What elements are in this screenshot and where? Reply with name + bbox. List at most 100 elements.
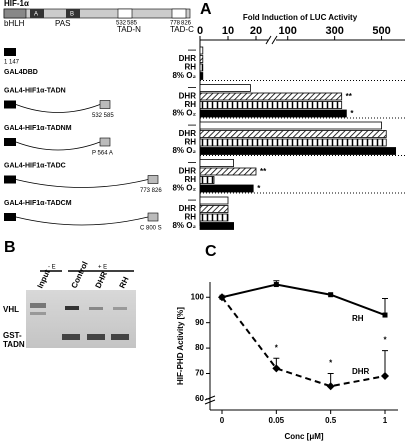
gal4-box	[4, 213, 16, 221]
protein-name: HIF-1α	[4, 0, 29, 8]
bar	[199, 121, 382, 130]
marker	[272, 364, 281, 373]
bar	[199, 72, 204, 80]
significance: *	[329, 359, 333, 368]
position: 826	[181, 21, 192, 27]
band	[30, 303, 46, 308]
error-bar	[382, 298, 388, 316]
y-tick-label: 70	[195, 369, 204, 378]
domain-label: B	[70, 12, 74, 18]
significance: **	[260, 167, 267, 176]
bar	[199, 222, 234, 230]
linker	[15, 104, 101, 113]
bar	[199, 55, 204, 63]
series-label: RH	[184, 100, 196, 109]
x-tick-label: 100	[279, 25, 297, 37]
bar	[199, 130, 387, 138]
bar	[199, 196, 229, 205]
bar	[199, 167, 257, 176]
bar	[199, 84, 251, 92]
lane-label: Control	[70, 260, 90, 290]
marker	[273, 282, 279, 288]
bar	[199, 176, 215, 184]
band	[89, 307, 103, 310]
series-label: DHR	[179, 204, 197, 213]
panel-label: C	[205, 243, 217, 260]
series-label: RH	[184, 138, 196, 147]
marker	[328, 292, 334, 298]
tad-box	[147, 175, 159, 184]
bar	[199, 159, 234, 167]
band	[87, 334, 105, 340]
error-bar	[382, 350, 388, 377]
band	[113, 307, 127, 310]
y-tick-label: 90	[195, 318, 204, 327]
series-label: 8% O₂	[172, 71, 196, 80]
bar	[199, 92, 343, 101]
blot-group: - E	[48, 265, 56, 271]
bar	[199, 184, 254, 193]
domain-label: PAS	[55, 19, 70, 28]
x-tick-label: 300	[325, 25, 343, 37]
series-label: RH	[184, 213, 196, 222]
marker	[381, 372, 389, 381]
x-tick-label: 1	[383, 416, 388, 425]
gal4-box	[4, 175, 16, 184]
chart-title: Fold Induction of LUC Activity	[243, 13, 358, 22]
series-line	[221, 296, 386, 388]
linker	[15, 179, 149, 188]
y-tick-label: 100	[191, 292, 205, 301]
construct-name: GAL4-HIF1α-TADC	[4, 162, 66, 169]
band	[65, 306, 79, 310]
x-axis-label: Conc [μM]	[284, 432, 323, 441]
y-tick-label: 80	[195, 343, 204, 352]
series-label: DHR	[179, 54, 197, 63]
panel-label: B	[4, 239, 16, 256]
axis-break	[268, 36, 276, 44]
gal4-box	[4, 48, 16, 56]
series-label: DHR	[179, 129, 197, 138]
x-tick-label: 20	[250, 25, 262, 37]
x-tick-label: 500	[372, 25, 390, 37]
tad-box	[147, 212, 159, 222]
series-label: DHR	[179, 92, 197, 101]
position: 778	[170, 21, 181, 27]
bar	[199, 101, 343, 109]
y-tick-label: 60	[195, 394, 204, 403]
bar	[199, 138, 387, 147]
construct-name: GAL4-HIF1α-TADNM	[4, 125, 72, 132]
series-label: RH	[184, 63, 196, 72]
x-tick-label: 0	[220, 416, 225, 425]
series-label: 8% O₂	[172, 109, 196, 118]
marker	[326, 382, 335, 391]
bar	[199, 46, 204, 55]
significance: *	[383, 336, 387, 345]
gal4-box	[4, 100, 16, 109]
tad-box	[99, 137, 111, 147]
marker	[382, 312, 388, 318]
band	[62, 334, 80, 340]
y-axis-label: HIF-PHD Activity [%]	[176, 307, 185, 385]
blot-group: + E	[98, 265, 107, 271]
significance: **	[346, 92, 353, 101]
marker	[218, 293, 226, 302]
position: 585	[127, 21, 138, 27]
domain	[171, 8, 187, 19]
lane-label: Input	[36, 268, 53, 290]
construct-name: GAL4-HIF1α-TADCM	[4, 200, 72, 207]
series-label: 8% O₂	[172, 146, 196, 155]
domain	[117, 8, 133, 19]
domain	[66, 9, 80, 18]
series-line	[221, 283, 386, 316]
bar	[199, 205, 229, 213]
series-label: RH	[352, 314, 364, 323]
tad-label: TAD-N	[117, 25, 141, 34]
series-label: 8% O₂	[172, 221, 196, 230]
bar	[199, 63, 204, 72]
series-label: —	[188, 83, 196, 92]
lane-label: DHR	[94, 270, 110, 290]
series-label: DHR	[179, 167, 197, 176]
x-tick-label: 10	[222, 25, 234, 37]
